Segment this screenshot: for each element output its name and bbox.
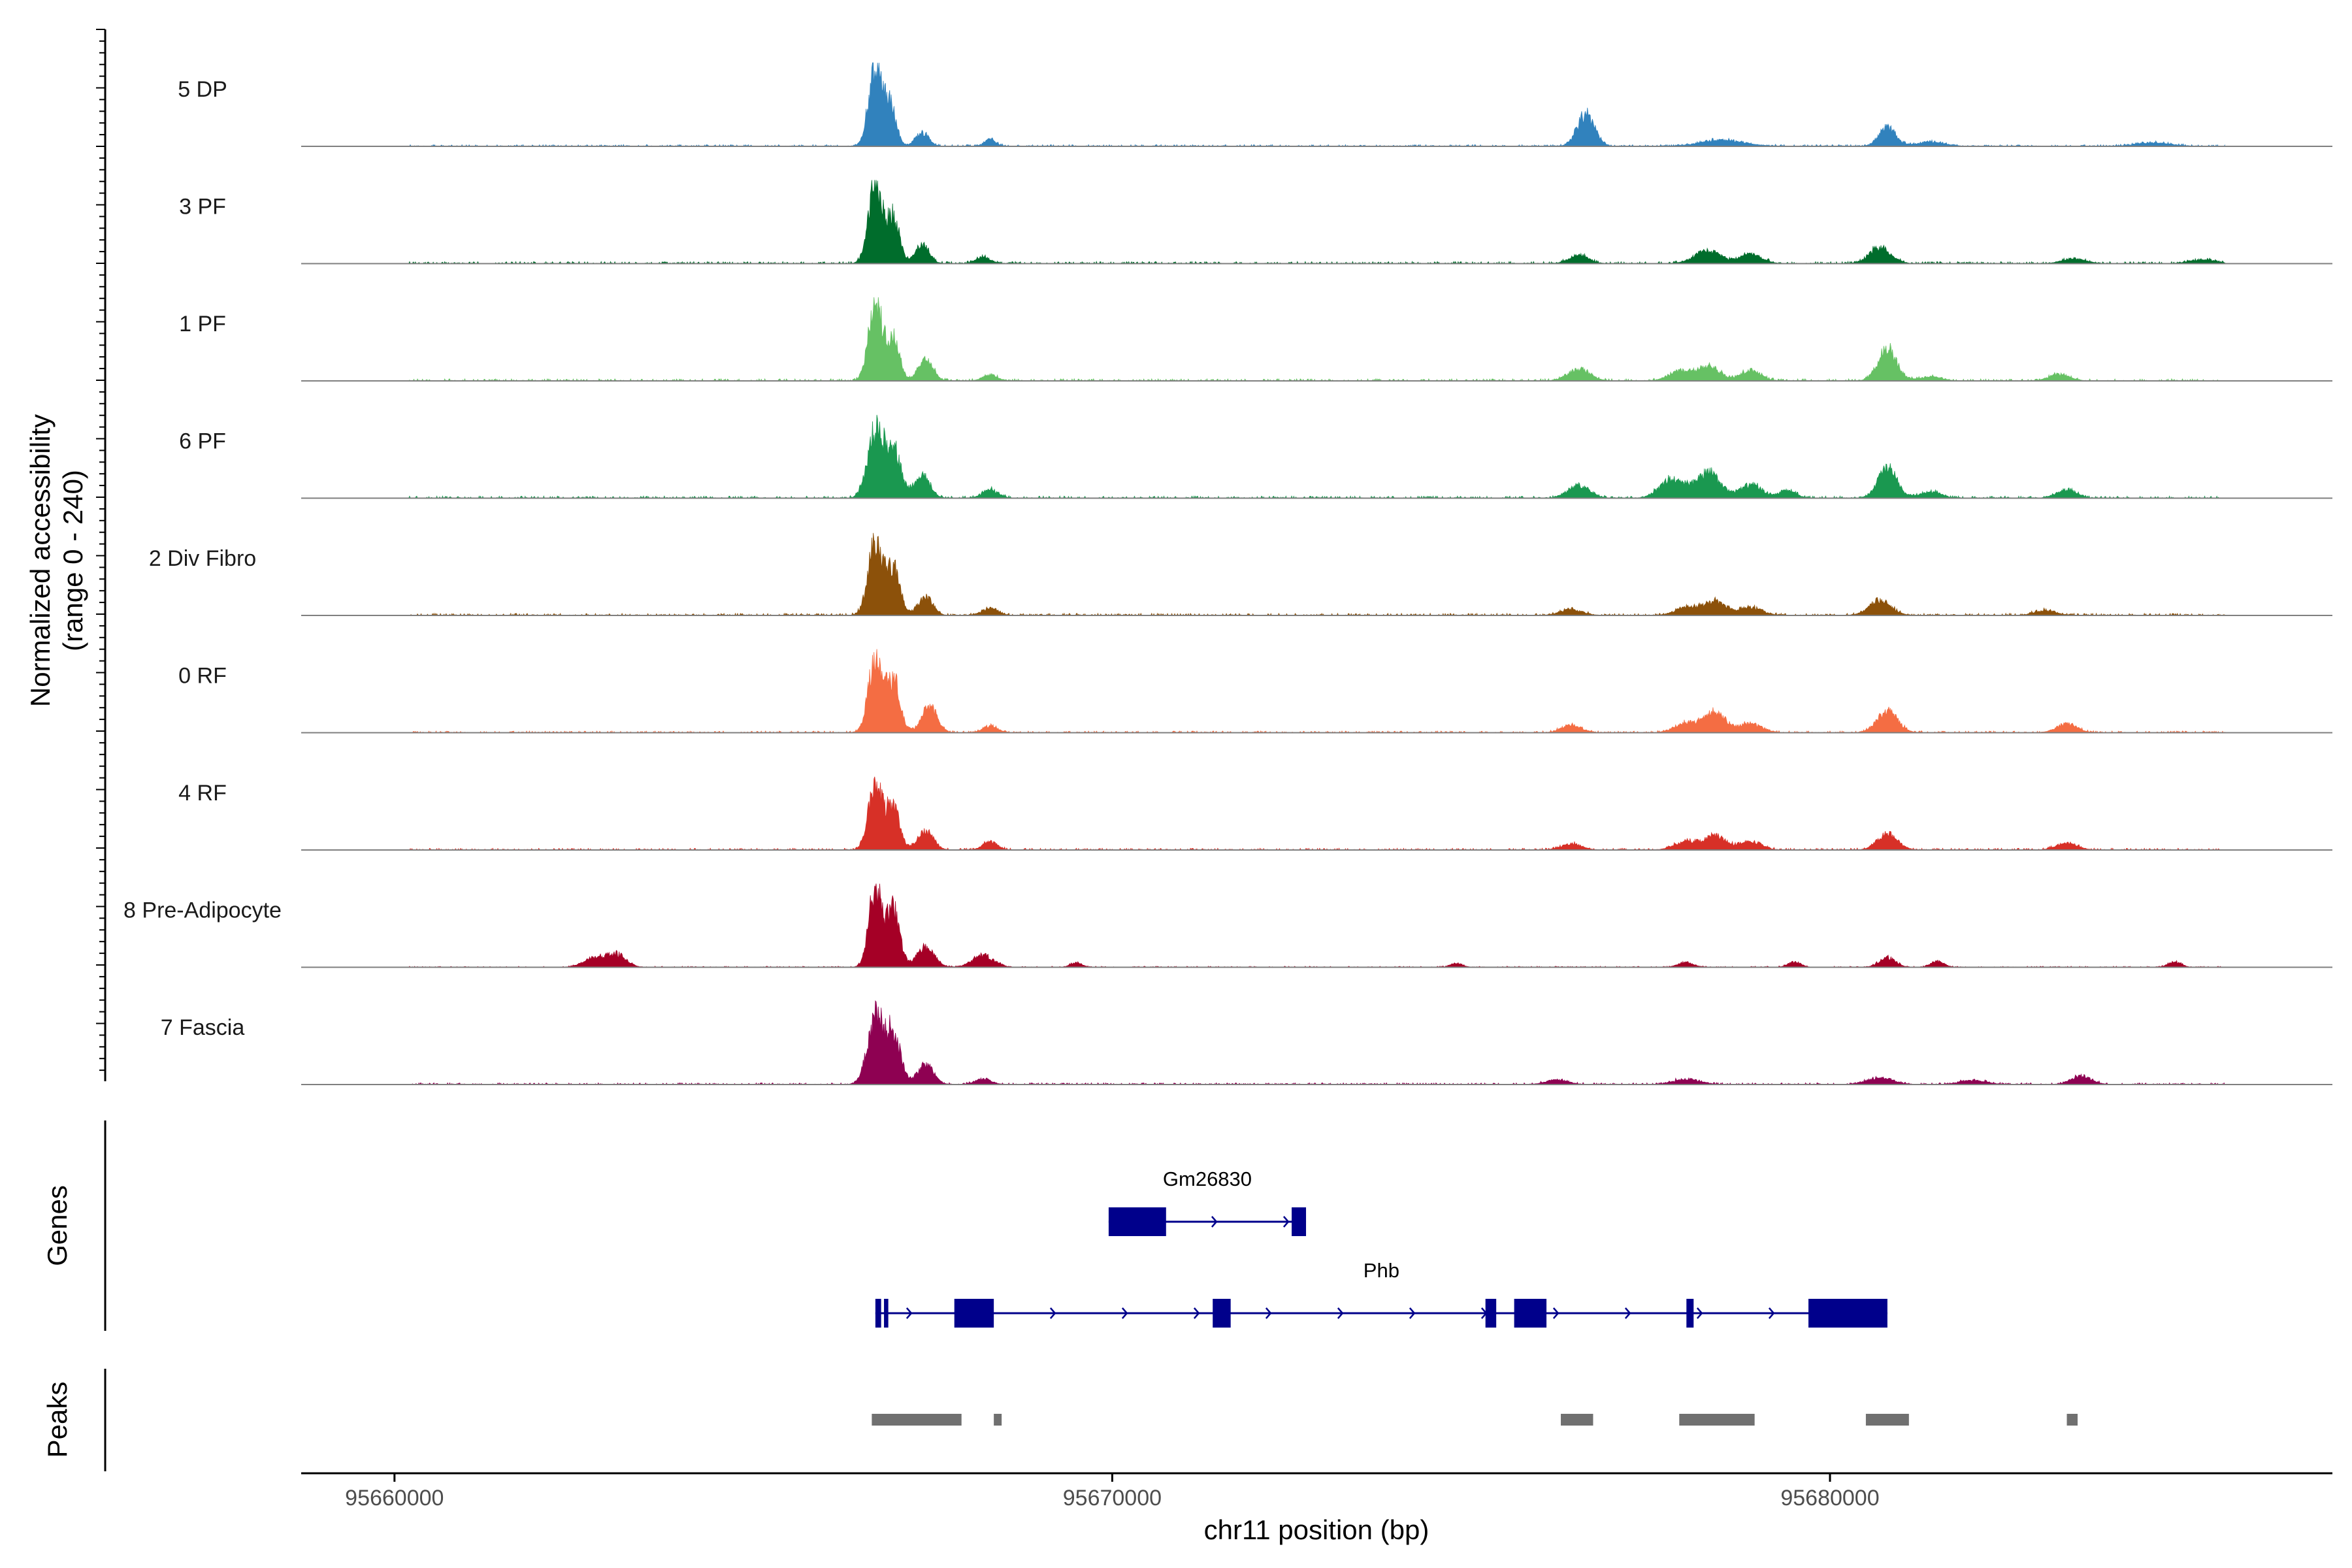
strand-arrow xyxy=(1552,1307,1560,1319)
exon xyxy=(884,1299,889,1328)
exon xyxy=(875,1299,881,1328)
peak-region xyxy=(1865,1414,1909,1426)
gene-annotation: Gm26830 Phb xyxy=(875,1168,1887,1328)
track-5: 0 RF xyxy=(178,649,2332,734)
track-label: 6 PF xyxy=(179,429,226,454)
coverage-area xyxy=(408,180,2225,265)
y-axis-range: (range 0 - 240) xyxy=(57,470,88,651)
strand-arrow xyxy=(1768,1307,1775,1319)
peak-region xyxy=(1679,1414,1755,1426)
track-1: 3 PF xyxy=(179,180,2332,265)
gene-phb: Phb xyxy=(875,1259,1887,1328)
track-6: 4 RF xyxy=(178,776,2332,851)
genes-panel-label: Genes xyxy=(42,1185,73,1266)
strand-arrow xyxy=(1696,1307,1703,1319)
peak-region xyxy=(2066,1414,2078,1426)
coverage-y-ticks xyxy=(96,29,105,1071)
gene-gm26830: Gm26830 xyxy=(1108,1168,1307,1236)
track-0: 5 DP xyxy=(178,62,2332,147)
track-4: 2 Div Fibro xyxy=(149,532,2332,617)
track-label: 2 Div Fibro xyxy=(149,546,256,571)
exon xyxy=(1292,1207,1307,1236)
strand-arrow xyxy=(1049,1307,1056,1319)
gene-label: Phb xyxy=(1364,1259,1399,1282)
track-label: 0 RF xyxy=(178,664,227,689)
x-tick-label: 95670000 xyxy=(1063,1486,1162,1511)
exon xyxy=(1108,1207,1166,1236)
coverage-area xyxy=(408,532,2225,617)
strand-arrow xyxy=(1211,1216,1218,1228)
peak-regions xyxy=(872,1414,2078,1426)
strand-arrow xyxy=(1337,1307,1344,1319)
strand-arrow xyxy=(1624,1307,1631,1319)
coverage-area xyxy=(408,883,2225,968)
track-label: 1 PF xyxy=(179,312,226,336)
exon xyxy=(1808,1299,1887,1328)
strand-arrow xyxy=(1193,1307,1200,1319)
coverage-area xyxy=(408,62,2225,147)
x-axis-ticks: 95660000 95670000 95680000 xyxy=(345,1473,1880,1511)
x-tick-label: 95680000 xyxy=(1780,1486,1879,1511)
coverage-area xyxy=(408,1000,2225,1086)
gene-label: Gm26830 xyxy=(1163,1168,1252,1190)
peak-region xyxy=(872,1414,962,1426)
exon xyxy=(954,1299,994,1328)
strand-arrow xyxy=(1265,1307,1272,1319)
track-label: 5 DP xyxy=(178,77,227,102)
exon xyxy=(1514,1299,1547,1328)
strand-arrow xyxy=(906,1307,913,1319)
track-label: 4 RF xyxy=(178,781,227,806)
peak-region xyxy=(994,1414,1002,1426)
coverage-area xyxy=(408,649,2225,734)
strand-arrow xyxy=(1121,1307,1128,1319)
exon xyxy=(1686,1299,1694,1328)
coverage-area xyxy=(408,776,2225,851)
track-label: 8 Pre-Adipocyte xyxy=(123,898,282,923)
peaks-panel-label: Peaks xyxy=(42,1382,73,1458)
y-axis-title: Normalized accessibility xyxy=(25,414,56,707)
exon xyxy=(1485,1299,1497,1328)
strand-arrow xyxy=(1282,1216,1290,1228)
x-axis-title: chr11 position (bp) xyxy=(1204,1514,1429,1545)
peak-region xyxy=(1561,1414,1593,1426)
coverage-area xyxy=(408,414,2225,499)
track-7: 8 Pre-Adipocyte xyxy=(123,883,2332,968)
strand-arrow xyxy=(1409,1307,1416,1319)
x-tick-label: 95660000 xyxy=(345,1486,444,1511)
track-label: 3 PF xyxy=(179,195,226,220)
coverage-area xyxy=(408,297,2225,382)
exon xyxy=(1213,1299,1231,1328)
track-8: 7 Fascia xyxy=(161,1000,2332,1086)
track-2: 1 PF xyxy=(179,297,2332,382)
coverage-tracks: 5 DP 3 PF 1 PF 6 PF 2 Div Fibro 0 RF 4 RF 8 Pre… xyxy=(123,62,2332,1086)
track-label: 7 Fascia xyxy=(161,1015,245,1040)
track-3: 6 PF xyxy=(179,414,2332,499)
